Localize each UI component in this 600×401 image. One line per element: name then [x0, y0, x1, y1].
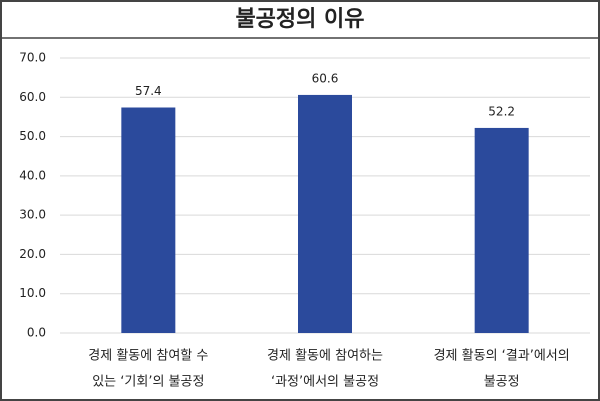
- bar: [121, 107, 176, 333]
- x-tick-label: 있는 ‘기회’의 불공정: [92, 375, 204, 390]
- bar: [298, 94, 352, 333]
- y-tick-label: 20.0: [19, 247, 46, 261]
- y-tick-label: 0.0: [27, 326, 46, 340]
- y-tick-label: 60.0: [19, 90, 46, 104]
- x-tick-label: 불공정: [484, 375, 520, 390]
- value-label: 60.6: [312, 71, 339, 85]
- x-tick-label: ‘과정’에서의 불공정: [271, 375, 379, 390]
- bar: [474, 127, 529, 333]
- x-tick-label: 경제 활동에 참여할 수: [88, 349, 208, 364]
- value-label: 57.4: [135, 84, 162, 98]
- y-tick-label: 30.0: [19, 208, 46, 222]
- y-tick-label: 40.0: [19, 168, 46, 182]
- value-label: 52.2: [488, 104, 515, 118]
- y-tick-label: 70.0: [19, 51, 46, 65]
- y-tick-label: 50.0: [19, 129, 46, 143]
- x-tick-label: 경제 활동에 참여하는: [267, 349, 383, 364]
- y-tick-label: 10.0: [19, 286, 46, 300]
- x-tick-label: 경제 활동의 ‘결과’에서의: [434, 349, 570, 364]
- chart-title: 불공정의 이유: [235, 7, 364, 32]
